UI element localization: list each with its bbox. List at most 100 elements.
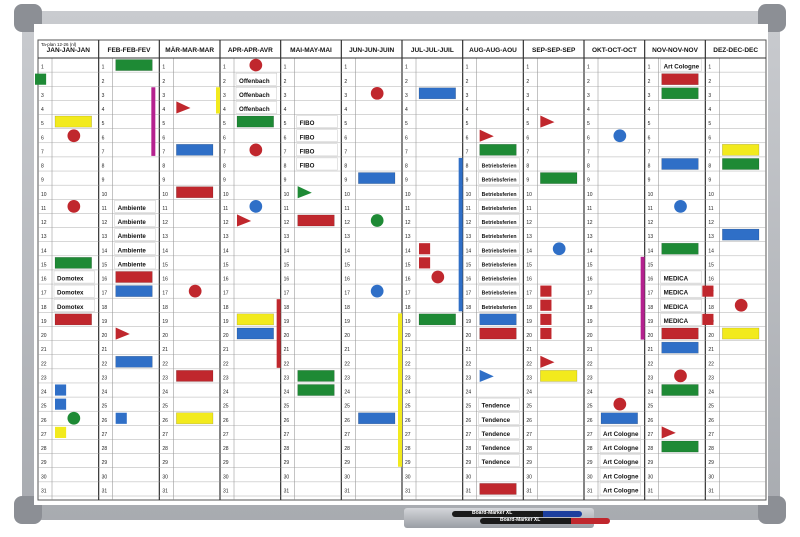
day-number: 27 bbox=[405, 432, 411, 438]
day-number: 24 bbox=[648, 390, 654, 396]
magnet-strip bbox=[722, 158, 760, 170]
day-number: 19 bbox=[284, 319, 290, 325]
event-label-strip bbox=[478, 454, 520, 467]
magnet-triangle bbox=[479, 129, 494, 142]
day-number: 12 bbox=[223, 220, 229, 226]
day-number: 2 bbox=[466, 79, 469, 85]
day-number: 29 bbox=[41, 460, 47, 466]
day-number: 28 bbox=[708, 446, 714, 452]
day-number: 29 bbox=[102, 460, 108, 466]
day-number: 9 bbox=[587, 178, 590, 184]
day-number: 4 bbox=[648, 107, 651, 113]
magnet-strip bbox=[236, 313, 274, 326]
event-label-strip bbox=[599, 482, 641, 496]
event-label: FIBO bbox=[300, 120, 315, 127]
magnet-triangle bbox=[237, 214, 252, 227]
magnet-strip bbox=[600, 412, 638, 425]
magnet-dot bbox=[613, 397, 627, 411]
magnet-square bbox=[55, 384, 67, 396]
magnet-square bbox=[540, 327, 552, 340]
day-number: 29 bbox=[223, 460, 229, 466]
day-number: 20 bbox=[708, 333, 714, 339]
day-number: 30 bbox=[648, 474, 654, 480]
event-label-strip bbox=[478, 397, 520, 411]
day-number: 22 bbox=[162, 361, 168, 367]
magnet-dot bbox=[370, 284, 384, 298]
event-label: Ambiente bbox=[118, 233, 147, 240]
magnet-strip bbox=[540, 172, 578, 184]
day-number: 12 bbox=[344, 220, 350, 226]
event-label: MEDICA bbox=[664, 318, 689, 325]
day-number: 26 bbox=[648, 418, 654, 424]
day-number: 8 bbox=[162, 164, 165, 170]
day-number: 30 bbox=[284, 474, 290, 480]
day-number: 8 bbox=[708, 164, 711, 170]
month-header: MÄR-MAR-MAR bbox=[165, 46, 214, 54]
month-header: JUN-JUN-JUIN bbox=[349, 47, 394, 54]
event-label-strip bbox=[660, 313, 702, 326]
day-number: 28 bbox=[344, 446, 350, 452]
magnet-strip bbox=[661, 158, 699, 170]
day-number: 26 bbox=[162, 418, 168, 424]
event-label-strip bbox=[478, 270, 520, 284]
event-label: Betriebsferien bbox=[482, 262, 517, 268]
magnet-triangle bbox=[115, 327, 130, 340]
day-number: 27 bbox=[284, 432, 290, 438]
magnet-strip bbox=[115, 59, 153, 71]
day-number: 23 bbox=[102, 375, 108, 381]
magnet-strip bbox=[661, 87, 699, 100]
day-number: 7 bbox=[587, 149, 590, 155]
day-number: 22 bbox=[466, 361, 472, 367]
event-label: Offenbach bbox=[239, 78, 270, 85]
day-number: 16 bbox=[344, 277, 350, 283]
day-number: 3 bbox=[102, 93, 105, 99]
event-label: MEDICA bbox=[664, 290, 689, 297]
day-number: 11 bbox=[587, 206, 592, 212]
day-number: 31 bbox=[405, 489, 411, 495]
day-number: 24 bbox=[102, 390, 108, 396]
magnet-strip bbox=[358, 172, 396, 184]
magnet-dot bbox=[431, 270, 445, 284]
day-number: 14 bbox=[223, 248, 229, 254]
day-number: 14 bbox=[648, 248, 654, 254]
day-number: 5 bbox=[102, 121, 105, 127]
event-label: Tendence bbox=[482, 417, 511, 424]
day-number: 18 bbox=[223, 305, 229, 311]
event-label-strip bbox=[296, 157, 338, 171]
day-number: 9 bbox=[708, 178, 711, 184]
day-number: 5 bbox=[344, 121, 347, 127]
magnet-dot bbox=[249, 199, 263, 213]
day-number: 13 bbox=[162, 234, 168, 240]
event-label-strip bbox=[53, 270, 95, 284]
day-number: 29 bbox=[708, 460, 714, 466]
event-label: Tendence bbox=[482, 431, 511, 438]
day-number: 28 bbox=[648, 446, 654, 452]
day-number: 20 bbox=[223, 333, 229, 339]
day-number: 27 bbox=[162, 432, 168, 438]
day-number: 12 bbox=[405, 220, 411, 226]
day-number: 8 bbox=[526, 164, 529, 170]
event-label: Art Cologne bbox=[603, 473, 639, 480]
day-number: 25 bbox=[405, 404, 411, 410]
day-number: 10 bbox=[648, 192, 654, 198]
event-label-strip bbox=[478, 298, 520, 312]
day-number: 6 bbox=[41, 135, 44, 141]
magnet-strip bbox=[358, 412, 396, 425]
event-label: FIBO bbox=[300, 134, 315, 141]
day-number: 27 bbox=[708, 432, 714, 438]
day-number: 31 bbox=[162, 489, 168, 495]
planner-note: Ta-plan 12-26 (nl) bbox=[41, 42, 77, 47]
event-label: Tendence bbox=[482, 445, 511, 452]
day-number: 18 bbox=[102, 305, 108, 311]
day-number: 6 bbox=[284, 135, 287, 141]
day-number: 19 bbox=[344, 319, 350, 325]
day-number: 9 bbox=[405, 178, 408, 184]
day-number: 30 bbox=[587, 474, 593, 480]
day-number: 31 bbox=[466, 489, 472, 495]
day-number: 20 bbox=[162, 333, 168, 339]
day-number: 18 bbox=[466, 305, 472, 311]
day-number: 15 bbox=[526, 262, 532, 268]
day-number: 10 bbox=[284, 192, 290, 198]
event-label: Ambiente bbox=[118, 247, 147, 254]
magnet-square bbox=[702, 285, 714, 297]
